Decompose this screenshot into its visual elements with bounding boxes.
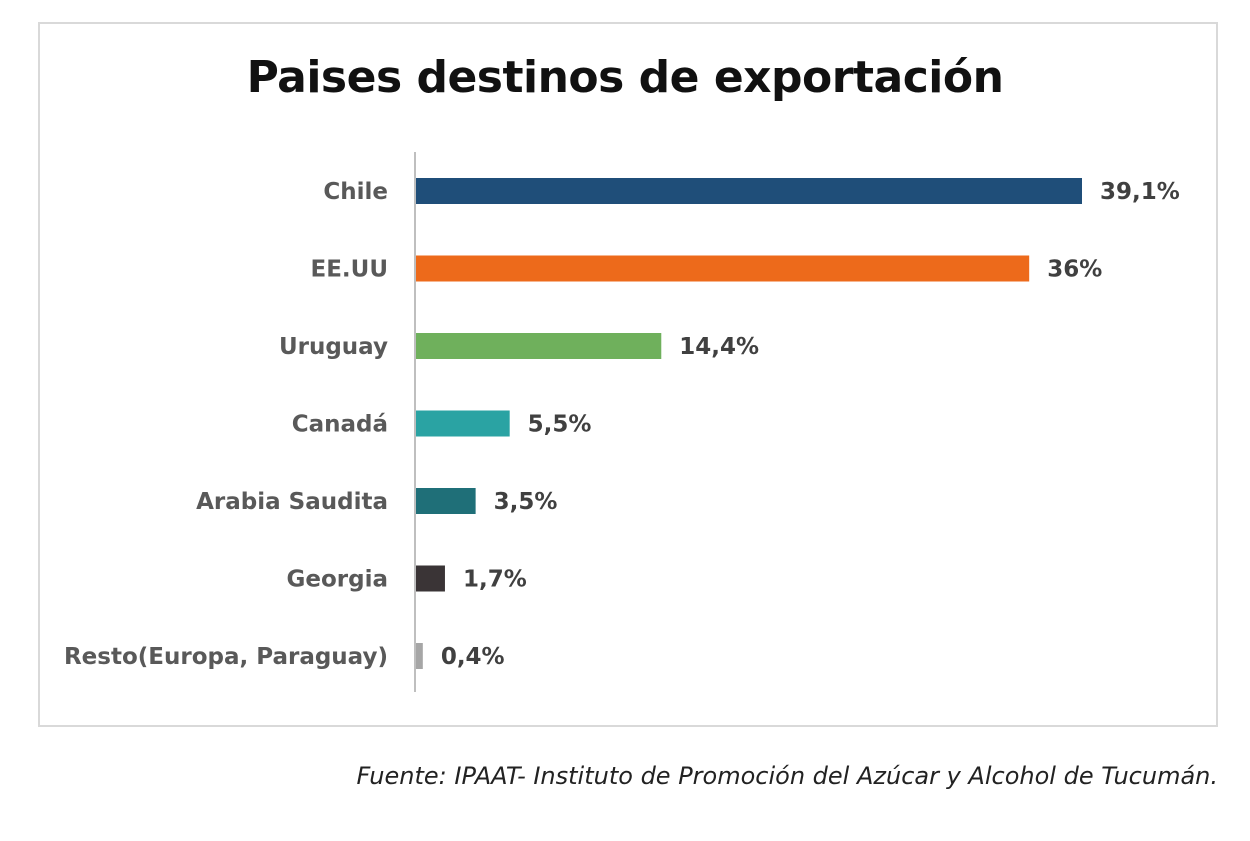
category-label: Georgia xyxy=(287,567,389,593)
category-label: Resto(Europa, Paraguay) xyxy=(64,644,388,670)
category-label: Uruguay xyxy=(279,334,388,360)
category-label: EE.UU xyxy=(310,257,388,283)
bar xyxy=(416,410,510,437)
chart-frame xyxy=(38,22,1218,727)
value-label: 1,7% xyxy=(463,567,527,593)
bar xyxy=(416,488,476,514)
bar xyxy=(416,178,1082,204)
bar xyxy=(416,255,1030,282)
bar xyxy=(416,643,423,669)
value-label: 0,4% xyxy=(441,644,505,670)
source-note: Fuente: IPAAT- Instituto de Promoción de… xyxy=(356,762,1218,790)
category-label: Canadá xyxy=(292,412,388,438)
chart-title: Paises destinos de exportación xyxy=(246,52,1004,103)
bar xyxy=(416,333,662,359)
value-label: 3,5% xyxy=(494,489,558,515)
bar xyxy=(416,565,445,592)
value-label: 14,4% xyxy=(679,334,759,360)
value-label: 36% xyxy=(1047,257,1102,283)
bars-group: Chile 39,1% EE.UU 36% Uruguay 14,4% Canadá 5,5%… xyxy=(64,178,1180,670)
category-label: Chile xyxy=(323,179,388,205)
category-label: Arabia Saudita xyxy=(196,489,388,515)
value-label: 5,5% xyxy=(528,412,592,438)
value-label: 39,1% xyxy=(1100,179,1180,205)
